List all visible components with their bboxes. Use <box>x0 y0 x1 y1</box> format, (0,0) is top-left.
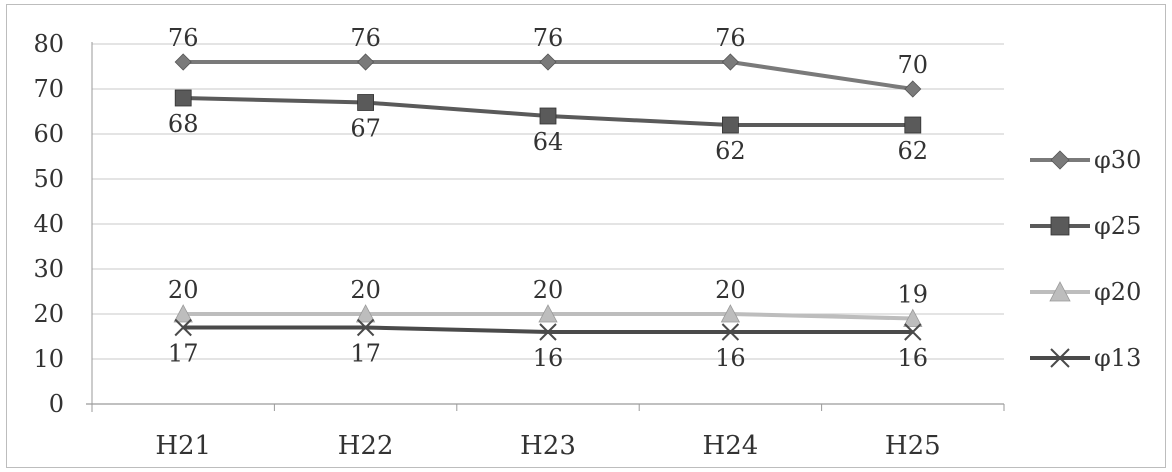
x-tick-label: H23 <box>520 431 576 461</box>
y-tick-label: 80 <box>33 30 64 58</box>
legend-label: φ20 <box>1094 278 1141 306</box>
legend-marker <box>1050 348 1070 368</box>
data-label: 16 <box>898 344 929 372</box>
data-point <box>173 304 193 323</box>
data-point <box>538 304 558 323</box>
data-point <box>539 53 557 71</box>
legend-marker <box>1050 216 1070 236</box>
data-point <box>174 89 192 107</box>
y-tick-label: 50 <box>33 165 64 193</box>
data-label: 17 <box>350 340 381 368</box>
data-label: 20 <box>168 276 199 304</box>
data-label: 17 <box>168 340 199 368</box>
x-tick-label: H21 <box>155 431 211 461</box>
data-label: 67 <box>350 115 381 143</box>
data-label: 76 <box>168 24 199 52</box>
data-point <box>904 116 922 134</box>
data-label: 16 <box>533 344 564 372</box>
y-tick-label: 60 <box>33 120 64 148</box>
data-label: 62 <box>898 137 929 165</box>
data-point <box>539 107 557 125</box>
data-point <box>357 53 375 71</box>
data-label: 76 <box>533 24 564 52</box>
x-tick-label: H25 <box>885 431 941 461</box>
data-label: 20 <box>350 276 381 304</box>
data-point <box>174 53 192 71</box>
y-tick-label: 0 <box>49 390 64 418</box>
data-label: 20 <box>715 276 746 304</box>
data-label: 76 <box>350 24 381 52</box>
data-label: 70 <box>898 51 929 79</box>
chart-frame <box>6 4 1166 468</box>
data-point <box>355 304 376 323</box>
legend-label: φ30 <box>1094 146 1141 174</box>
data-point <box>356 318 375 337</box>
y-tick-label: 30 <box>33 255 64 283</box>
data-label: 20 <box>533 276 564 304</box>
data-label: 62 <box>715 137 746 165</box>
data-point <box>357 94 375 111</box>
data-label: 16 <box>715 344 746 372</box>
data-label: 64 <box>533 128 564 156</box>
legend-marker <box>1049 281 1071 302</box>
data-point <box>903 308 923 327</box>
data-point <box>904 80 922 98</box>
data-label: 19 <box>898 281 929 309</box>
data-point <box>721 53 739 71</box>
legend-marker <box>1050 150 1070 170</box>
y-tick-label: 70 <box>33 75 64 103</box>
y-tick-label: 40 <box>33 210 64 238</box>
data-point <box>904 323 922 341</box>
data-point <box>539 323 557 341</box>
x-tick-label: H24 <box>703 431 759 461</box>
data-label: 76 <box>715 24 746 52</box>
data-point <box>720 304 741 323</box>
y-tick-label: 20 <box>33 300 64 328</box>
y-tick-label: 10 <box>33 345 64 373</box>
x-tick-label: H22 <box>338 431 394 461</box>
data-point <box>174 318 192 337</box>
legend-label: φ13 <box>1094 344 1141 372</box>
legend-label: φ25 <box>1094 212 1141 240</box>
data-point <box>722 116 739 134</box>
data-label: 68 <box>168 110 199 138</box>
data-point <box>721 323 740 341</box>
